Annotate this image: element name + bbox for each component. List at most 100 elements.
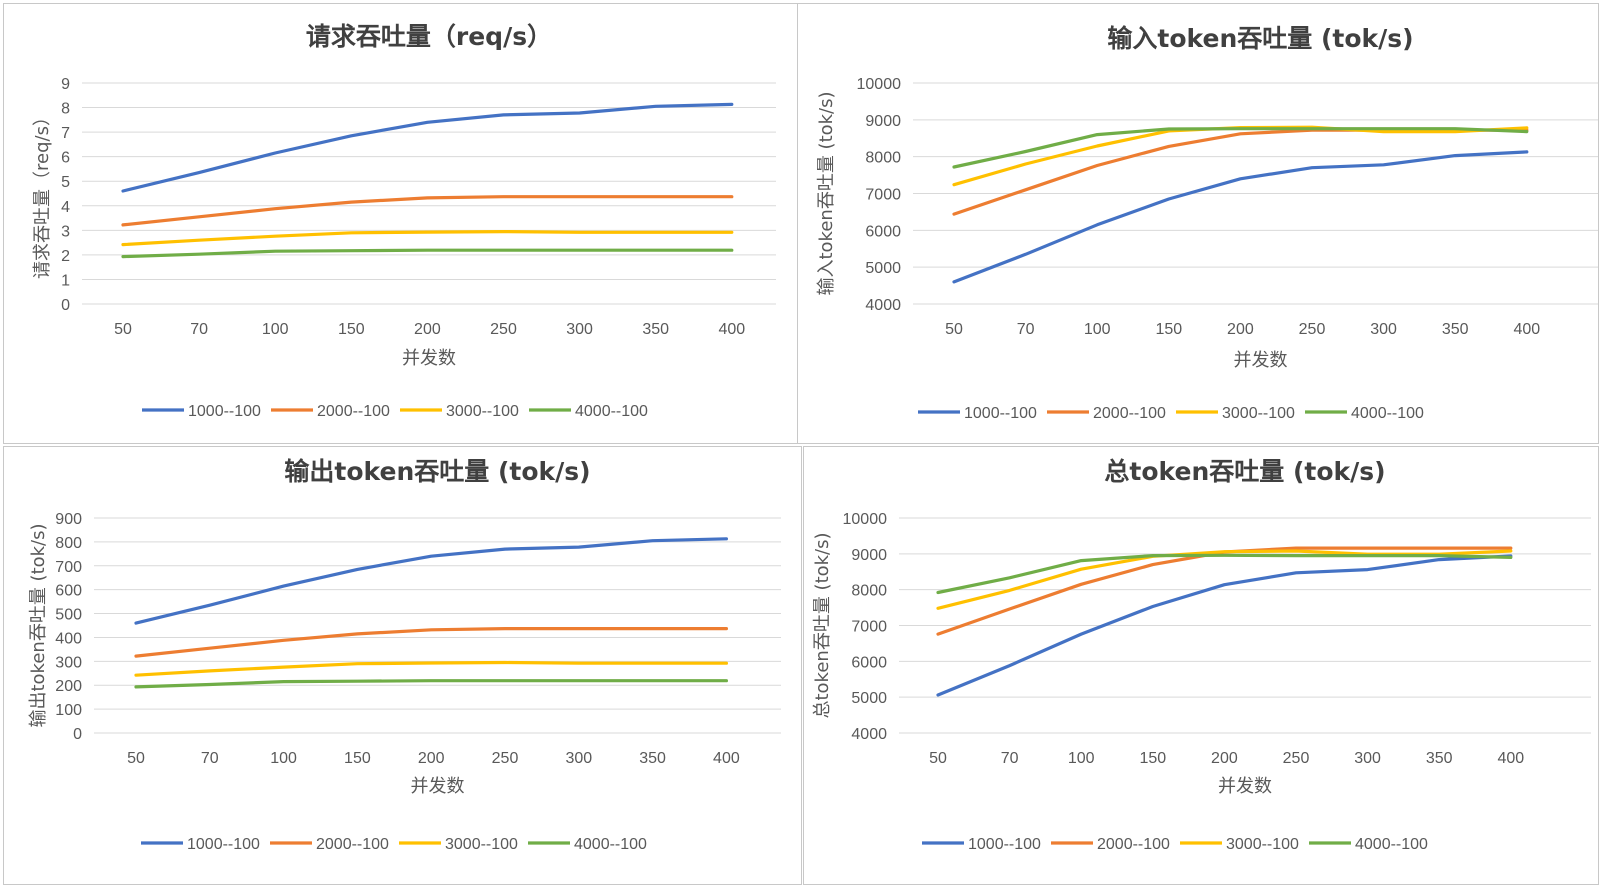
- y-axis-label: 总token吞吐量 (tok/s): [812, 532, 833, 718]
- x-tick-label: 350: [1426, 750, 1453, 767]
- y-tick-label: 8000: [851, 583, 887, 600]
- x-tick-label: 200: [418, 750, 445, 767]
- y-tick-label: 6: [61, 150, 70, 167]
- legend-label: 1000--100: [187, 836, 260, 853]
- y-tick-label: 4: [61, 199, 70, 216]
- y-tick-label: 9000: [865, 113, 901, 130]
- chart-title: 输出token吞吐量 (tok/s): [284, 457, 590, 486]
- y-tick-label: 300: [55, 654, 82, 671]
- series-line-4000--100: [134, 679, 729, 689]
- x-tick-label: 50: [114, 321, 132, 338]
- legend-label: 3000--100: [446, 403, 519, 420]
- y-axis-label: 输入token吞吐量 (tok/s): [816, 91, 837, 295]
- legend-label: 3000--100: [1226, 836, 1299, 853]
- x-tick-label: 350: [639, 750, 666, 767]
- chart-svg: 输入token吞吐量 (tok/s) 4000 5000 6000 7000 8000 90…: [816, 24, 1598, 422]
- series-line-4000--100: [121, 248, 734, 259]
- y-tick-label: 4000: [865, 297, 901, 314]
- y-tick-label: 9000: [851, 547, 887, 564]
- x-tick-label: 150: [1155, 321, 1182, 338]
- x-tick-label: 50: [945, 321, 963, 338]
- legend-label: 2000--100: [1093, 405, 1166, 422]
- series-line-1000--100: [121, 102, 734, 193]
- chart-svg: 总token吞吐量 (tok/s) 4000 5000 6000 7000 8000 900…: [812, 457, 1591, 853]
- x-tick-label: 400: [718, 321, 745, 338]
- legend-label: 4000--100: [574, 836, 647, 853]
- y-tick-label: 6000: [865, 223, 901, 240]
- y-tick-label: 3: [61, 223, 70, 240]
- y-tick-label: 10000: [843, 511, 888, 528]
- series-line-2000--100: [121, 195, 734, 227]
- y-tick-label: 9: [61, 76, 70, 93]
- y-tick-label: 100: [55, 702, 82, 719]
- chart-panel-request-throughput: 请求吞吐量（req/s） 0 1 2 3 4 5 6 7 8 9 50 70 100 150 200 250 30…: [3, 3, 799, 444]
- y-tick-label: 900: [55, 511, 82, 528]
- y-tick-label: 700: [55, 559, 82, 576]
- y-tick-label: 400: [55, 630, 82, 647]
- y-tick-label: 500: [55, 607, 82, 624]
- y-tick-label: 7: [61, 125, 70, 142]
- series-line-2000--100: [952, 128, 1529, 216]
- chart-svg: 输出token吞吐量 (tok/s) 0 100 200 300 400 500 600 700…: [28, 457, 781, 853]
- series-line-4000--100: [936, 553, 1513, 595]
- y-tick-label: 1: [61, 272, 70, 289]
- x-tick-label: 300: [566, 321, 593, 338]
- y-tick-label: 2: [61, 248, 70, 265]
- x-tick-label: 200: [1227, 321, 1254, 338]
- chart-title: 总token吞吐量 (tok/s): [1104, 457, 1385, 486]
- legend-label: 4000--100: [1351, 405, 1424, 422]
- x-tick-label: 100: [1084, 321, 1111, 338]
- y-tick-label: 600: [55, 583, 82, 600]
- y-axis-label: 请求吞吐量（req/s）: [32, 108, 53, 279]
- x-tick-label: 50: [929, 750, 947, 767]
- x-tick-label: 300: [1370, 321, 1397, 338]
- x-axis-label: 并发数: [402, 348, 456, 369]
- chart-panel-total-token-throughput: 总token吞吐量 (tok/s) 4000 5000 6000 7000 8000 900…: [803, 446, 1599, 885]
- x-tick-label: 70: [1001, 750, 1019, 767]
- legend-label: 4000--100: [1355, 836, 1428, 853]
- y-tick-label: 10000: [857, 76, 902, 93]
- series-line-3000--100: [936, 549, 1513, 610]
- y-tick-label: 8000: [865, 150, 901, 167]
- x-tick-label: 300: [565, 750, 592, 767]
- y-axis-label: 输出token吞吐量 (tok/s): [28, 523, 49, 727]
- chart-panel-output-token-throughput: 输出token吞吐量 (tok/s) 0 100 200 300 400 500 600 700…: [3, 446, 802, 885]
- legend-label: 2000--100: [316, 836, 389, 853]
- x-tick-label: 350: [642, 321, 669, 338]
- x-tick-label: 150: [344, 750, 371, 767]
- y-tick-label: 5000: [851, 690, 887, 707]
- x-axis-label: 并发数: [411, 776, 465, 797]
- series-line-1000--100: [134, 537, 729, 625]
- x-tick-label: 70: [1017, 321, 1035, 338]
- y-tick-label: 6000: [851, 654, 887, 671]
- legend-label: 1000--100: [968, 836, 1041, 853]
- x-tick-label: 70: [190, 321, 208, 338]
- x-axis-label: 并发数: [1218, 776, 1272, 797]
- legend-label: 2000--100: [1097, 836, 1170, 853]
- y-tick-label: 5: [61, 174, 70, 191]
- x-tick-label: 300: [1354, 750, 1381, 767]
- y-tick-label: 800: [55, 535, 82, 552]
- x-tick-label: 150: [338, 321, 365, 338]
- legend-label: 3000--100: [445, 836, 518, 853]
- x-tick-label: 150: [1139, 750, 1166, 767]
- series-line-3000--100: [121, 230, 734, 247]
- chart-title: 请求吞吐量（req/s）: [306, 22, 552, 51]
- legend-label: 2000--100: [317, 403, 390, 420]
- series-line-1000--100: [952, 150, 1529, 284]
- y-tick-label: 7000: [851, 619, 887, 636]
- y-tick-label: 0: [73, 726, 82, 743]
- x-tick-label: 100: [262, 321, 289, 338]
- x-axis-label: 并发数: [1234, 350, 1288, 371]
- x-tick-label: 250: [492, 750, 519, 767]
- x-tick-label: 50: [127, 750, 145, 767]
- x-tick-label: 200: [414, 321, 441, 338]
- legend-label: 1000--100: [188, 403, 261, 420]
- x-tick-label: 400: [1513, 321, 1540, 338]
- legend-label: 3000--100: [1222, 405, 1295, 422]
- y-tick-label: 200: [55, 678, 82, 695]
- x-tick-label: 400: [713, 750, 740, 767]
- series-line-4000--100: [952, 127, 1529, 169]
- x-tick-label: 200: [1211, 750, 1238, 767]
- chart-panel-input-token-throughput: 输入token吞吐量 (tok/s) 4000 5000 6000 7000 8000 90…: [797, 3, 1599, 444]
